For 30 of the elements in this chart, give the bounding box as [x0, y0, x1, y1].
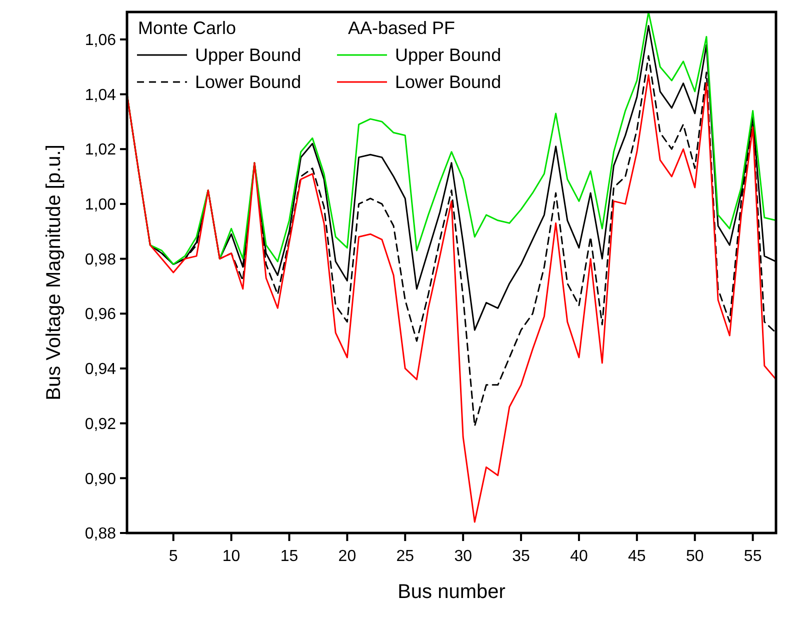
- x-tick-label: 40: [570, 548, 588, 565]
- y-tick-label: 0,92: [84, 416, 116, 433]
- line-series: [126, 74, 777, 523]
- annotation: Monte Carlo: [138, 18, 236, 38]
- x-axis-title: Bus number: [398, 581, 506, 603]
- legend-label: Lower Bound: [195, 72, 302, 92]
- x-tick-label: 10: [222, 548, 240, 565]
- y-tick-label: 1,04: [84, 86, 116, 104]
- y-tick-label: 0,96: [84, 306, 116, 324]
- x-tick-label: 20: [338, 548, 356, 565]
- y-tick-label: 0,90: [84, 470, 116, 488]
- legend-label: Upper Bound: [195, 45, 302, 65]
- y-tick-label: 0,94: [84, 361, 116, 378]
- x-tick-label: 35: [512, 548, 530, 565]
- annotation: AA-based PF: [348, 18, 456, 38]
- y-tick-label: 0,98: [84, 251, 116, 268]
- x-tick-label: 5: [168, 548, 178, 565]
- x-tick-label: 30: [454, 548, 472, 565]
- x-tick-label: 45: [628, 548, 646, 565]
- legend-label: Upper Bound: [395, 45, 502, 65]
- y-tick-label: 0,88: [84, 526, 116, 543]
- x-tick-label: 25: [396, 548, 414, 565]
- legend-label: Lower Bound: [395, 72, 502, 92]
- x-tick-label: 50: [686, 548, 704, 565]
- y-axis-title: Bus Voltage Magnitude [p.u.]: [43, 144, 65, 400]
- x-tick-label: 15: [280, 548, 298, 565]
- y-tick-label: 1,06: [84, 32, 116, 50]
- y-tick-label: 1,02: [84, 142, 116, 159]
- y-tick-label: 1,00: [84, 196, 116, 214]
- x-tick-label: 55: [744, 548, 762, 565]
